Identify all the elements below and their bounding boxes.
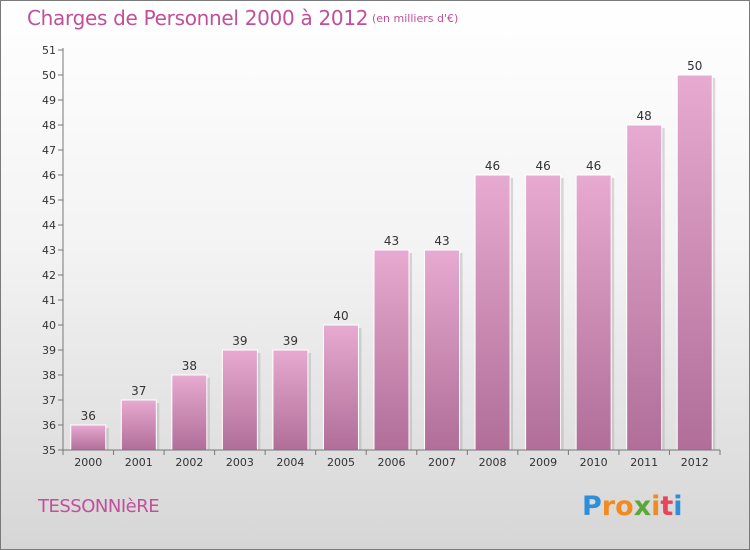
y-tick-label: 47 — [42, 144, 56, 157]
y-tick-label: 44 — [42, 219, 56, 232]
x-tick-label: 2002 — [175, 456, 203, 469]
y-axis: 35 36 37 38 39 40 41 42 43 44 45 46 47 48 49 50 51 — [42, 44, 64, 457]
bar — [322, 324, 359, 451]
bar-value-label: 46 — [535, 159, 550, 173]
bar-value-label: 46 — [586, 159, 601, 173]
x-tick-label: 2009 — [529, 456, 557, 469]
bar-value-label: 38 — [182, 359, 197, 373]
x-tick-label: 2006 — [378, 456, 406, 469]
y-tick-label: 40 — [42, 319, 56, 332]
x-tick-label: 2003 — [226, 456, 254, 469]
bar-value-label: 43 — [384, 234, 399, 248]
svg-text:Proxiti: Proxiti — [582, 491, 683, 522]
bar-value-label: 48 — [637, 109, 652, 123]
x-tick-label: 2001 — [125, 456, 153, 469]
y-tick-label: 43 — [42, 244, 56, 257]
bar — [424, 249, 461, 451]
x-tick-label: 2000 — [74, 456, 102, 469]
y-tick-label: 39 — [42, 344, 56, 357]
bar — [221, 349, 258, 451]
x-tick-label: 2007 — [428, 456, 456, 469]
x-tick-label: 2011 — [630, 456, 658, 469]
y-tick-label: 46 — [42, 169, 56, 182]
bar — [120, 399, 157, 451]
bar-value-label: 40 — [333, 309, 348, 323]
bar — [676, 74, 713, 451]
y-tick-label: 41 — [42, 294, 56, 307]
y-tick-label: 48 — [42, 119, 56, 132]
y-tick-label: 35 — [42, 444, 56, 457]
bar-value-label: 37 — [131, 384, 146, 398]
x-tick-label: 2008 — [479, 456, 507, 469]
x-tick-label: 2012 — [681, 456, 709, 469]
place-name: TESSONNIèRE — [38, 496, 160, 517]
y-tick-label: 38 — [42, 369, 56, 382]
bar — [70, 424, 107, 451]
chart-subtitle: (en milliers d'€) — [372, 12, 459, 25]
bar-value-label: 36 — [81, 409, 96, 423]
bar — [525, 174, 562, 451]
bar — [171, 374, 208, 451]
y-tick-label: 36 — [42, 419, 56, 432]
bar — [373, 249, 410, 451]
bar — [575, 174, 612, 451]
x-tick-label: 2010 — [580, 456, 608, 469]
bar-value-label: 43 — [434, 234, 449, 248]
y-tick-label: 50 — [42, 69, 56, 82]
bar-value-label: 39 — [283, 334, 298, 348]
bar — [272, 349, 309, 451]
y-tick-label: 49 — [42, 94, 56, 107]
proxiti-logo: Proxiti — [582, 491, 683, 522]
bars: 36 37 38 39 39 40 43 43 46 46 46 48 50 — [70, 59, 716, 451]
x-tick-label: 2004 — [276, 456, 304, 469]
y-tick-label: 51 — [42, 44, 56, 57]
chart-title: Charges de Personnel 2000 à 2012 — [27, 6, 369, 30]
y-tick-label: 37 — [42, 394, 56, 407]
bar-value-label: 46 — [485, 159, 500, 173]
x-axis: 2000 2001 2002 2003 2004 2005 2006 2007 2008 2009… — [62, 449, 721, 469]
bar-value-label: 50 — [687, 59, 702, 73]
bar — [626, 124, 663, 451]
bar-value-label: 39 — [232, 334, 247, 348]
y-tick-label: 42 — [42, 269, 56, 282]
x-tick-label: 2005 — [327, 456, 355, 469]
y-tick-label: 45 — [42, 194, 56, 207]
bar — [474, 174, 511, 451]
